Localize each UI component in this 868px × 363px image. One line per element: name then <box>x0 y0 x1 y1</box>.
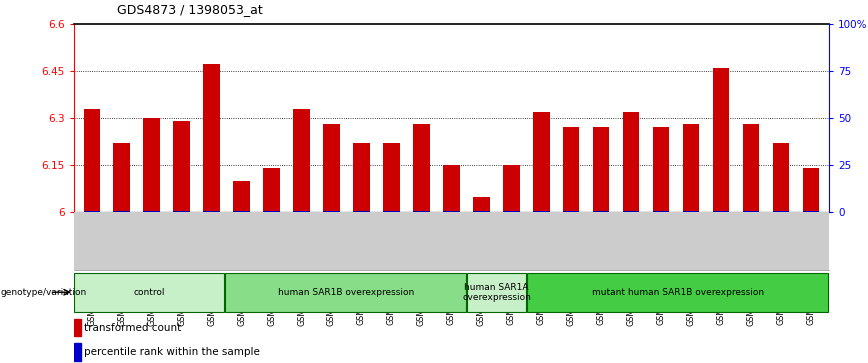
Text: GDS4873 / 1398053_at: GDS4873 / 1398053_at <box>117 3 263 16</box>
Bar <box>293 211 310 212</box>
Bar <box>563 211 580 212</box>
Bar <box>743 124 760 212</box>
Bar <box>623 112 640 212</box>
Bar <box>683 124 700 212</box>
Bar <box>653 127 669 212</box>
Bar <box>773 143 789 212</box>
Bar <box>143 211 160 212</box>
Bar <box>293 109 310 212</box>
Bar <box>74 343 81 360</box>
Bar <box>473 197 490 212</box>
Bar <box>263 211 279 212</box>
Bar <box>803 211 819 212</box>
Bar <box>203 211 220 212</box>
Bar <box>533 211 549 212</box>
Text: human SAR1A
overexpression: human SAR1A overexpression <box>463 282 531 302</box>
Bar <box>203 65 220 212</box>
Bar <box>528 273 828 312</box>
Bar <box>74 319 81 336</box>
Bar <box>353 211 370 212</box>
Bar <box>473 211 490 212</box>
Bar <box>467 273 526 312</box>
Bar <box>226 273 466 312</box>
Text: human SAR1B overexpression: human SAR1B overexpression <box>278 288 414 297</box>
Bar <box>444 165 459 212</box>
Bar <box>353 143 370 212</box>
Bar <box>503 165 520 212</box>
Bar <box>503 211 520 212</box>
Bar <box>593 127 609 212</box>
Bar <box>593 211 609 212</box>
Bar <box>323 124 339 212</box>
Bar <box>413 124 430 212</box>
Bar <box>143 118 160 212</box>
Bar <box>713 211 729 212</box>
Bar <box>743 211 760 212</box>
Text: mutant human SAR1B overexpression: mutant human SAR1B overexpression <box>592 288 764 297</box>
Bar <box>83 109 100 212</box>
Text: percentile rank within the sample: percentile rank within the sample <box>83 347 260 357</box>
Bar <box>233 181 250 212</box>
Bar <box>83 211 100 212</box>
Bar <box>683 211 700 212</box>
Bar <box>75 273 224 312</box>
Bar <box>533 112 549 212</box>
Bar <box>383 143 399 212</box>
Text: genotype/variation: genotype/variation <box>1 288 87 297</box>
Bar <box>413 211 430 212</box>
Bar <box>623 211 640 212</box>
Bar <box>174 211 190 212</box>
Bar <box>803 168 819 212</box>
Bar <box>653 211 669 212</box>
Bar <box>773 211 789 212</box>
Text: control: control <box>134 288 165 297</box>
Bar <box>444 211 459 212</box>
Bar <box>713 68 729 212</box>
Bar <box>383 211 399 212</box>
Bar <box>174 121 190 212</box>
Bar <box>263 168 279 212</box>
Bar <box>233 211 250 212</box>
Bar <box>563 127 580 212</box>
Bar <box>114 211 130 212</box>
Bar <box>323 211 339 212</box>
Bar <box>114 143 130 212</box>
Text: transformed count: transformed count <box>83 323 181 333</box>
